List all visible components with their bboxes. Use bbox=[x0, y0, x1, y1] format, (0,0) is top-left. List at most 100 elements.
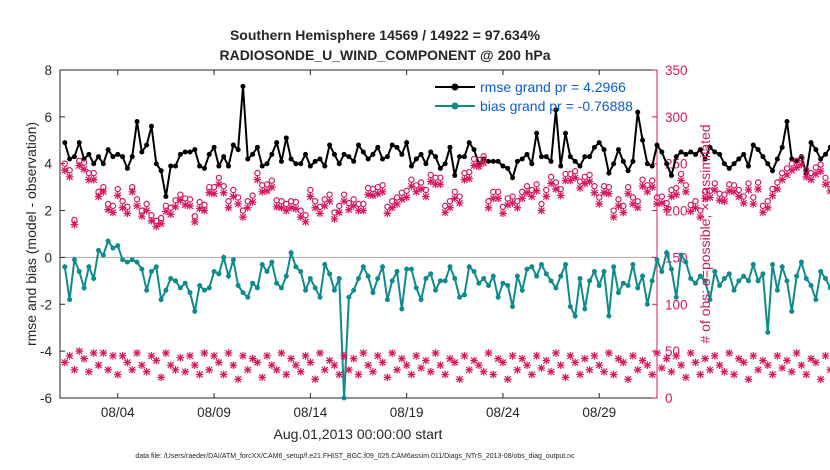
rmse-point bbox=[110, 154, 116, 160]
bias-point bbox=[558, 273, 564, 279]
obs-assimilated-marker bbox=[243, 366, 252, 374]
bias-point bbox=[471, 268, 477, 274]
obs-assimilated-marker bbox=[826, 366, 830, 374]
obs-possible-marker bbox=[186, 196, 194, 203]
obs-assimilated-marker bbox=[229, 361, 238, 369]
obs-possible-marker bbox=[711, 180, 718, 187]
bias-point bbox=[62, 264, 68, 270]
rmse-point bbox=[553, 107, 559, 113]
obs-assimilated-marker bbox=[595, 361, 604, 369]
bias-point bbox=[346, 294, 352, 300]
obs-assimilated-marker bbox=[239, 213, 247, 221]
obs-possible-marker bbox=[292, 198, 300, 206]
obs-assimilated-marker bbox=[345, 366, 353, 374]
rmse-point bbox=[721, 161, 727, 167]
obs-assimilated-marker bbox=[258, 188, 267, 196]
obs-possible-marker bbox=[822, 174, 829, 181]
obs-assimilated-marker bbox=[422, 356, 430, 365]
bias-point bbox=[187, 290, 193, 296]
obs-assimilated-marker bbox=[797, 361, 806, 369]
obs-assimilated-marker bbox=[268, 361, 276, 369]
bias-point bbox=[250, 280, 256, 286]
obs-assimilated-marker bbox=[272, 203, 281, 211]
rmse-point bbox=[144, 142, 150, 148]
obs-assimilated-marker bbox=[590, 352, 599, 360]
rmse-point bbox=[206, 151, 212, 157]
rmse-point bbox=[288, 156, 294, 162]
bias-point bbox=[485, 283, 491, 289]
bias-point bbox=[823, 276, 829, 282]
obs-assimilated-marker bbox=[296, 213, 305, 221]
obs-possible-marker bbox=[427, 171, 434, 179]
obs-assimilated-marker bbox=[566, 176, 575, 185]
rmse-point bbox=[567, 154, 573, 160]
bias-point bbox=[81, 285, 87, 291]
rmse-point bbox=[659, 149, 665, 155]
rmse-point bbox=[697, 147, 703, 153]
obs-assimilated-marker bbox=[306, 192, 315, 201]
obs-possible-marker bbox=[109, 202, 117, 210]
bias-point bbox=[413, 285, 419, 291]
obs-assimilated-marker bbox=[412, 188, 421, 196]
obs-assimilated-marker bbox=[691, 203, 700, 212]
obs-possible-marker bbox=[437, 174, 444, 181]
bias-point bbox=[803, 276, 809, 282]
obs-assimilated-marker bbox=[109, 208, 117, 217]
bias-point bbox=[755, 278, 761, 284]
obs-assimilated-marker bbox=[354, 206, 363, 215]
obs-assimilated-marker bbox=[455, 375, 464, 384]
y-tick-label: -2 bbox=[40, 297, 52, 312]
rmse-point bbox=[644, 161, 650, 167]
obs-assimilated-marker bbox=[701, 354, 709, 363]
rmse-point bbox=[678, 149, 684, 155]
rmse-point bbox=[534, 130, 540, 136]
bias-point bbox=[481, 276, 487, 282]
y-tick-label: 8 bbox=[44, 63, 52, 78]
x-tick-label: 08/29 bbox=[582, 405, 616, 420]
y-right-tick-label: 100 bbox=[665, 297, 688, 312]
rmse-point bbox=[577, 163, 583, 169]
obs-assimilated-marker bbox=[431, 180, 440, 189]
rmse-point bbox=[274, 140, 280, 146]
bias-point bbox=[173, 278, 179, 284]
obs-assimilated-marker bbox=[412, 352, 421, 360]
rmse-point bbox=[129, 154, 135, 160]
obs-assimilated-marker bbox=[383, 209, 392, 218]
obs-assimilated-marker bbox=[460, 175, 469, 184]
obs-possible-marker bbox=[311, 197, 319, 205]
bias-point bbox=[794, 273, 800, 279]
obs-assimilated-marker bbox=[542, 356, 551, 365]
obs-possible-marker bbox=[807, 169, 815, 177]
obs-assimilated-marker bbox=[210, 352, 218, 360]
bias-point bbox=[640, 273, 646, 279]
obs-assimilated-marker bbox=[802, 173, 811, 181]
obs-assimilated-marker bbox=[80, 165, 88, 174]
rmse-point bbox=[745, 163, 751, 169]
obs-assimilated-marker bbox=[258, 373, 267, 382]
bias-point bbox=[375, 276, 381, 282]
bias-point bbox=[779, 264, 785, 270]
obs-assimilated-marker bbox=[378, 358, 387, 367]
obs-assimilated-marker bbox=[715, 361, 724, 369]
legend-rmse-marker bbox=[451, 83, 459, 91]
obs-assimilated-marker bbox=[61, 166, 69, 175]
rmse-point bbox=[105, 147, 111, 153]
bias-point bbox=[548, 278, 554, 284]
rmse-point bbox=[336, 161, 342, 167]
bias-point bbox=[115, 243, 121, 249]
obs-assimilated-marker bbox=[436, 361, 445, 369]
bias-point bbox=[197, 283, 203, 289]
obs-assimilated-marker bbox=[778, 364, 786, 372]
bias-point bbox=[110, 245, 116, 251]
obs-possible-marker bbox=[61, 160, 69, 167]
obs-assimilated-marker bbox=[556, 191, 565, 200]
rmse-point bbox=[360, 149, 366, 155]
obs-assimilated-marker bbox=[475, 361, 483, 369]
rmse-point bbox=[495, 158, 501, 164]
obs-assimilated-marker bbox=[470, 161, 478, 170]
rmse-point bbox=[654, 142, 660, 148]
y-right-tick-label: 200 bbox=[665, 204, 688, 219]
bias-point bbox=[437, 278, 443, 284]
y-axis-right-label: # of obs: o=possible; ×=assimilated bbox=[697, 124, 713, 343]
obs-assimilated-marker bbox=[128, 366, 137, 374]
